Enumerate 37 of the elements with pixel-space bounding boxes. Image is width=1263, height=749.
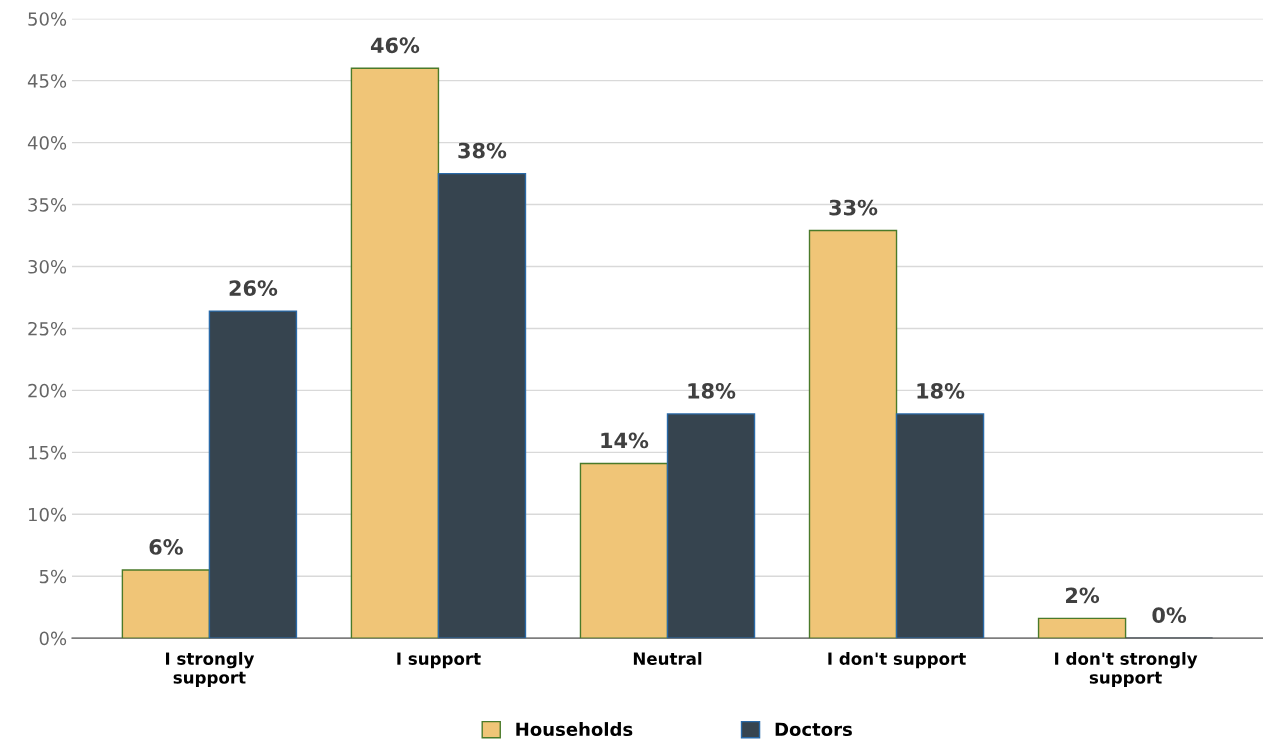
y-tick-label: 20% <box>28 383 67 398</box>
data-label: 14% <box>601 432 649 449</box>
y-tick-label: 15% <box>28 445 67 460</box>
y-tick-label: 40% <box>27 136 67 150</box>
data-label: 38% <box>458 142 507 159</box>
x-tick-label: I support <box>397 652 481 669</box>
x-tick-label: I don't strongly support <box>1055 652 1198 687</box>
y-tick-label: 25% <box>28 321 67 336</box>
bar <box>208 310 298 639</box>
y-tick-label: 5% <box>39 569 67 584</box>
y-tick-label: 10% <box>28 507 67 522</box>
bar <box>121 569 211 639</box>
legend-label: Doctors <box>775 722 852 737</box>
bar <box>350 67 440 639</box>
y-tick-label: 50% <box>28 12 67 26</box>
legend-label: Households <box>516 722 633 737</box>
y-tick-label: 30% <box>28 259 67 274</box>
x-tick-label: I don't support <box>828 652 966 669</box>
data-label: 18% <box>917 383 965 399</box>
bar <box>895 413 985 639</box>
data-label: 46% <box>370 37 420 54</box>
y-tick-label: 0% <box>39 631 67 646</box>
data-label: 18% <box>688 383 736 399</box>
bar <box>579 462 669 639</box>
bar <box>666 413 756 639</box>
y-tick-label: 45% <box>27 74 67 88</box>
bar <box>1037 617 1127 639</box>
bar <box>808 229 898 639</box>
data-label: 0% <box>1152 607 1187 623</box>
data-label: 33% <box>829 199 878 216</box>
x-tick-label: Neutral <box>633 652 702 665</box>
data-label: 6% <box>149 539 183 555</box>
data-label: 2% <box>1066 587 1100 604</box>
data-label: 26% <box>229 280 278 296</box>
y-tick-label: 35% <box>28 198 67 212</box>
bar <box>437 172 527 639</box>
x-tick-label: I strongly support <box>165 652 255 687</box>
